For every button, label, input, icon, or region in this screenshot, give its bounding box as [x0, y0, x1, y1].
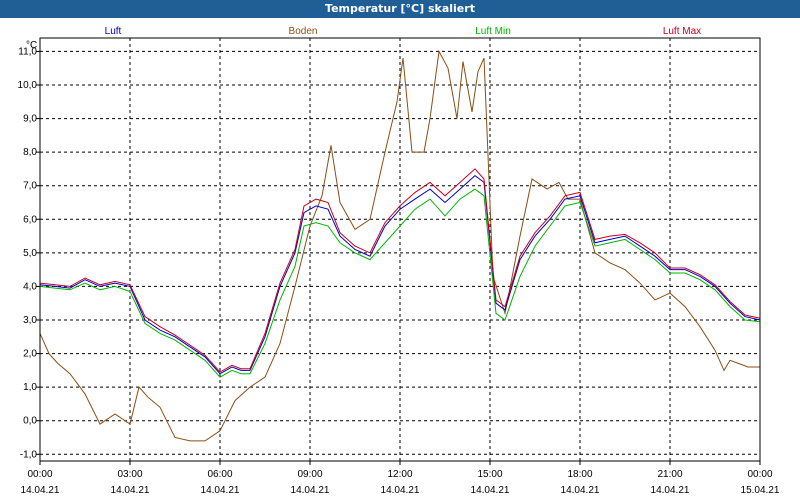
x-tick-date: 14.04.21 [561, 485, 600, 496]
y-tick-label: 9,0 [23, 114, 37, 125]
series-line-luft-max [39, 168, 761, 373]
y-tick-label: 0,0 [23, 416, 37, 427]
y-tick-label: 11,0 [18, 46, 37, 57]
y-tick-label: -1,0 [20, 449, 38, 460]
x-tick-date: 14.04.21 [111, 485, 150, 496]
y-tick-label: 6,0 [23, 214, 37, 225]
y-tick-label: 7,0 [23, 181, 37, 192]
series-line-luft [39, 174, 761, 375]
y-axis: -1,0 0,0 1,0 2,0 3,0 4,0 5,0 6,0 7,0 8,0 9,0 10,0 11… [18, 46, 40, 460]
y-tick-label: 4,0 [23, 281, 37, 292]
x-tick-time: 18:00 [567, 469, 592, 480]
y-tick-label: 3,0 [23, 315, 37, 326]
y-tick-label: 2,0 [23, 349, 37, 360]
series-lines [39, 49, 761, 442]
x-tick-date: 14.04.21 [651, 485, 690, 496]
window-title: Temperatur [°C] skaliert [0, 0, 800, 18]
x-tick-date: 14.04.21 [471, 485, 510, 496]
y-axis-label: °C [26, 40, 37, 51]
series-line-boden [39, 49, 760, 442]
x-tick-time: 06:00 [207, 469, 232, 480]
y-tick-label: 1,0 [23, 382, 37, 393]
legend: Luft Boden Luft Min Luft Max [105, 26, 702, 37]
x-tick-time: 03:00 [117, 469, 142, 480]
x-tick-time: 21:00 [657, 469, 682, 480]
legend-item: Luft Min [475, 26, 511, 37]
x-tick-date: 14.04.21 [291, 485, 330, 496]
x-tick-time: 12:00 [387, 469, 412, 480]
y-tick-label: 10,0 [18, 80, 38, 91]
x-tick-time: 00:00 [747, 469, 772, 480]
x-tick-date: 14.04.21 [381, 485, 420, 496]
x-tick-date: 14.04.21 [201, 485, 240, 496]
x-tick-date: 14.04.21 [21, 485, 60, 496]
series-line-luft-min [39, 188, 761, 378]
x-tick-time: 15:00 [477, 469, 502, 480]
x-tick-date: 15.04.21 [741, 485, 780, 496]
x-axis: 00:00 14.04.21 03:00 14.04.21 06:00 14.04.21 0… [21, 461, 780, 496]
legend-item: Boden [289, 26, 318, 37]
legend-item: Luft Max [663, 26, 701, 37]
legend-item: Luft [105, 26, 122, 37]
y-tick-label: 8,0 [23, 147, 37, 158]
x-tick-time: 00:00 [27, 469, 52, 480]
x-tick-time: 09:00 [297, 469, 322, 480]
y-tick-label: 5,0 [23, 248, 37, 259]
